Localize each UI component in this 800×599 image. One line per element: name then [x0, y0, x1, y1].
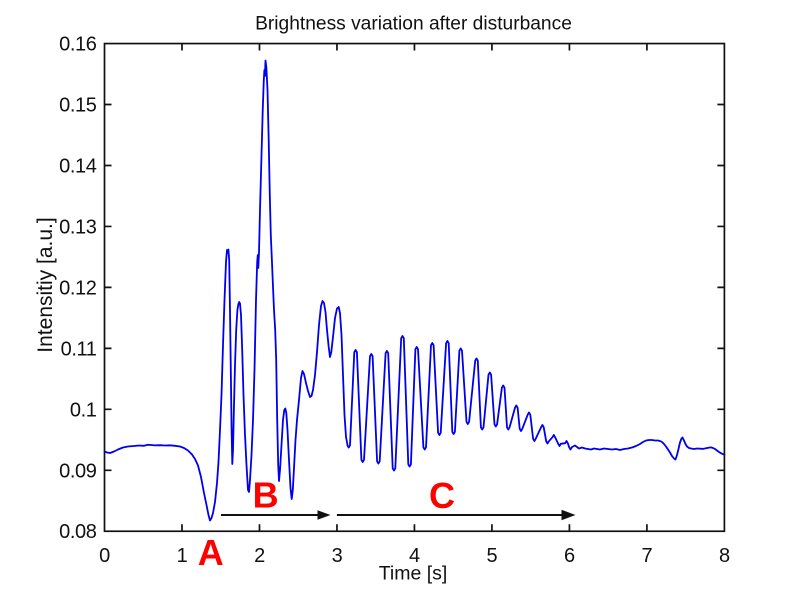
svg-text:C: C — [429, 475, 455, 516]
svg-text:0.12: 0.12 — [59, 277, 97, 299]
svg-text:0.11: 0.11 — [61, 338, 97, 360]
svg-text:0.09: 0.09 — [59, 460, 97, 482]
svg-text:5: 5 — [487, 545, 498, 567]
svg-text:0.13: 0.13 — [59, 216, 97, 238]
svg-text:0.15: 0.15 — [59, 95, 97, 117]
svg-text:Time [s]: Time [s] — [379, 563, 448, 585]
svg-text:0.16: 0.16 — [59, 34, 97, 56]
svg-text:B: B — [253, 475, 279, 516]
svg-text:4: 4 — [409, 545, 420, 567]
svg-text:7: 7 — [642, 545, 653, 567]
svg-text:2: 2 — [254, 545, 265, 567]
svg-text:Intensitiy [a.u.]: Intensitiy [a.u.] — [34, 217, 57, 352]
svg-text:8: 8 — [719, 545, 730, 567]
svg-text:3: 3 — [332, 545, 343, 567]
svg-text:0: 0 — [99, 545, 110, 567]
svg-text:A: A — [198, 532, 224, 573]
svg-text:0.08: 0.08 — [59, 521, 97, 543]
svg-text:0.1: 0.1 — [70, 399, 97, 421]
svg-text:0.14: 0.14 — [59, 156, 97, 178]
svg-text:6: 6 — [564, 545, 575, 567]
svg-text:Brightness variation after dis: Brightness variation after disturbance — [255, 14, 572, 35]
svg-text:1: 1 — [177, 545, 188, 567]
